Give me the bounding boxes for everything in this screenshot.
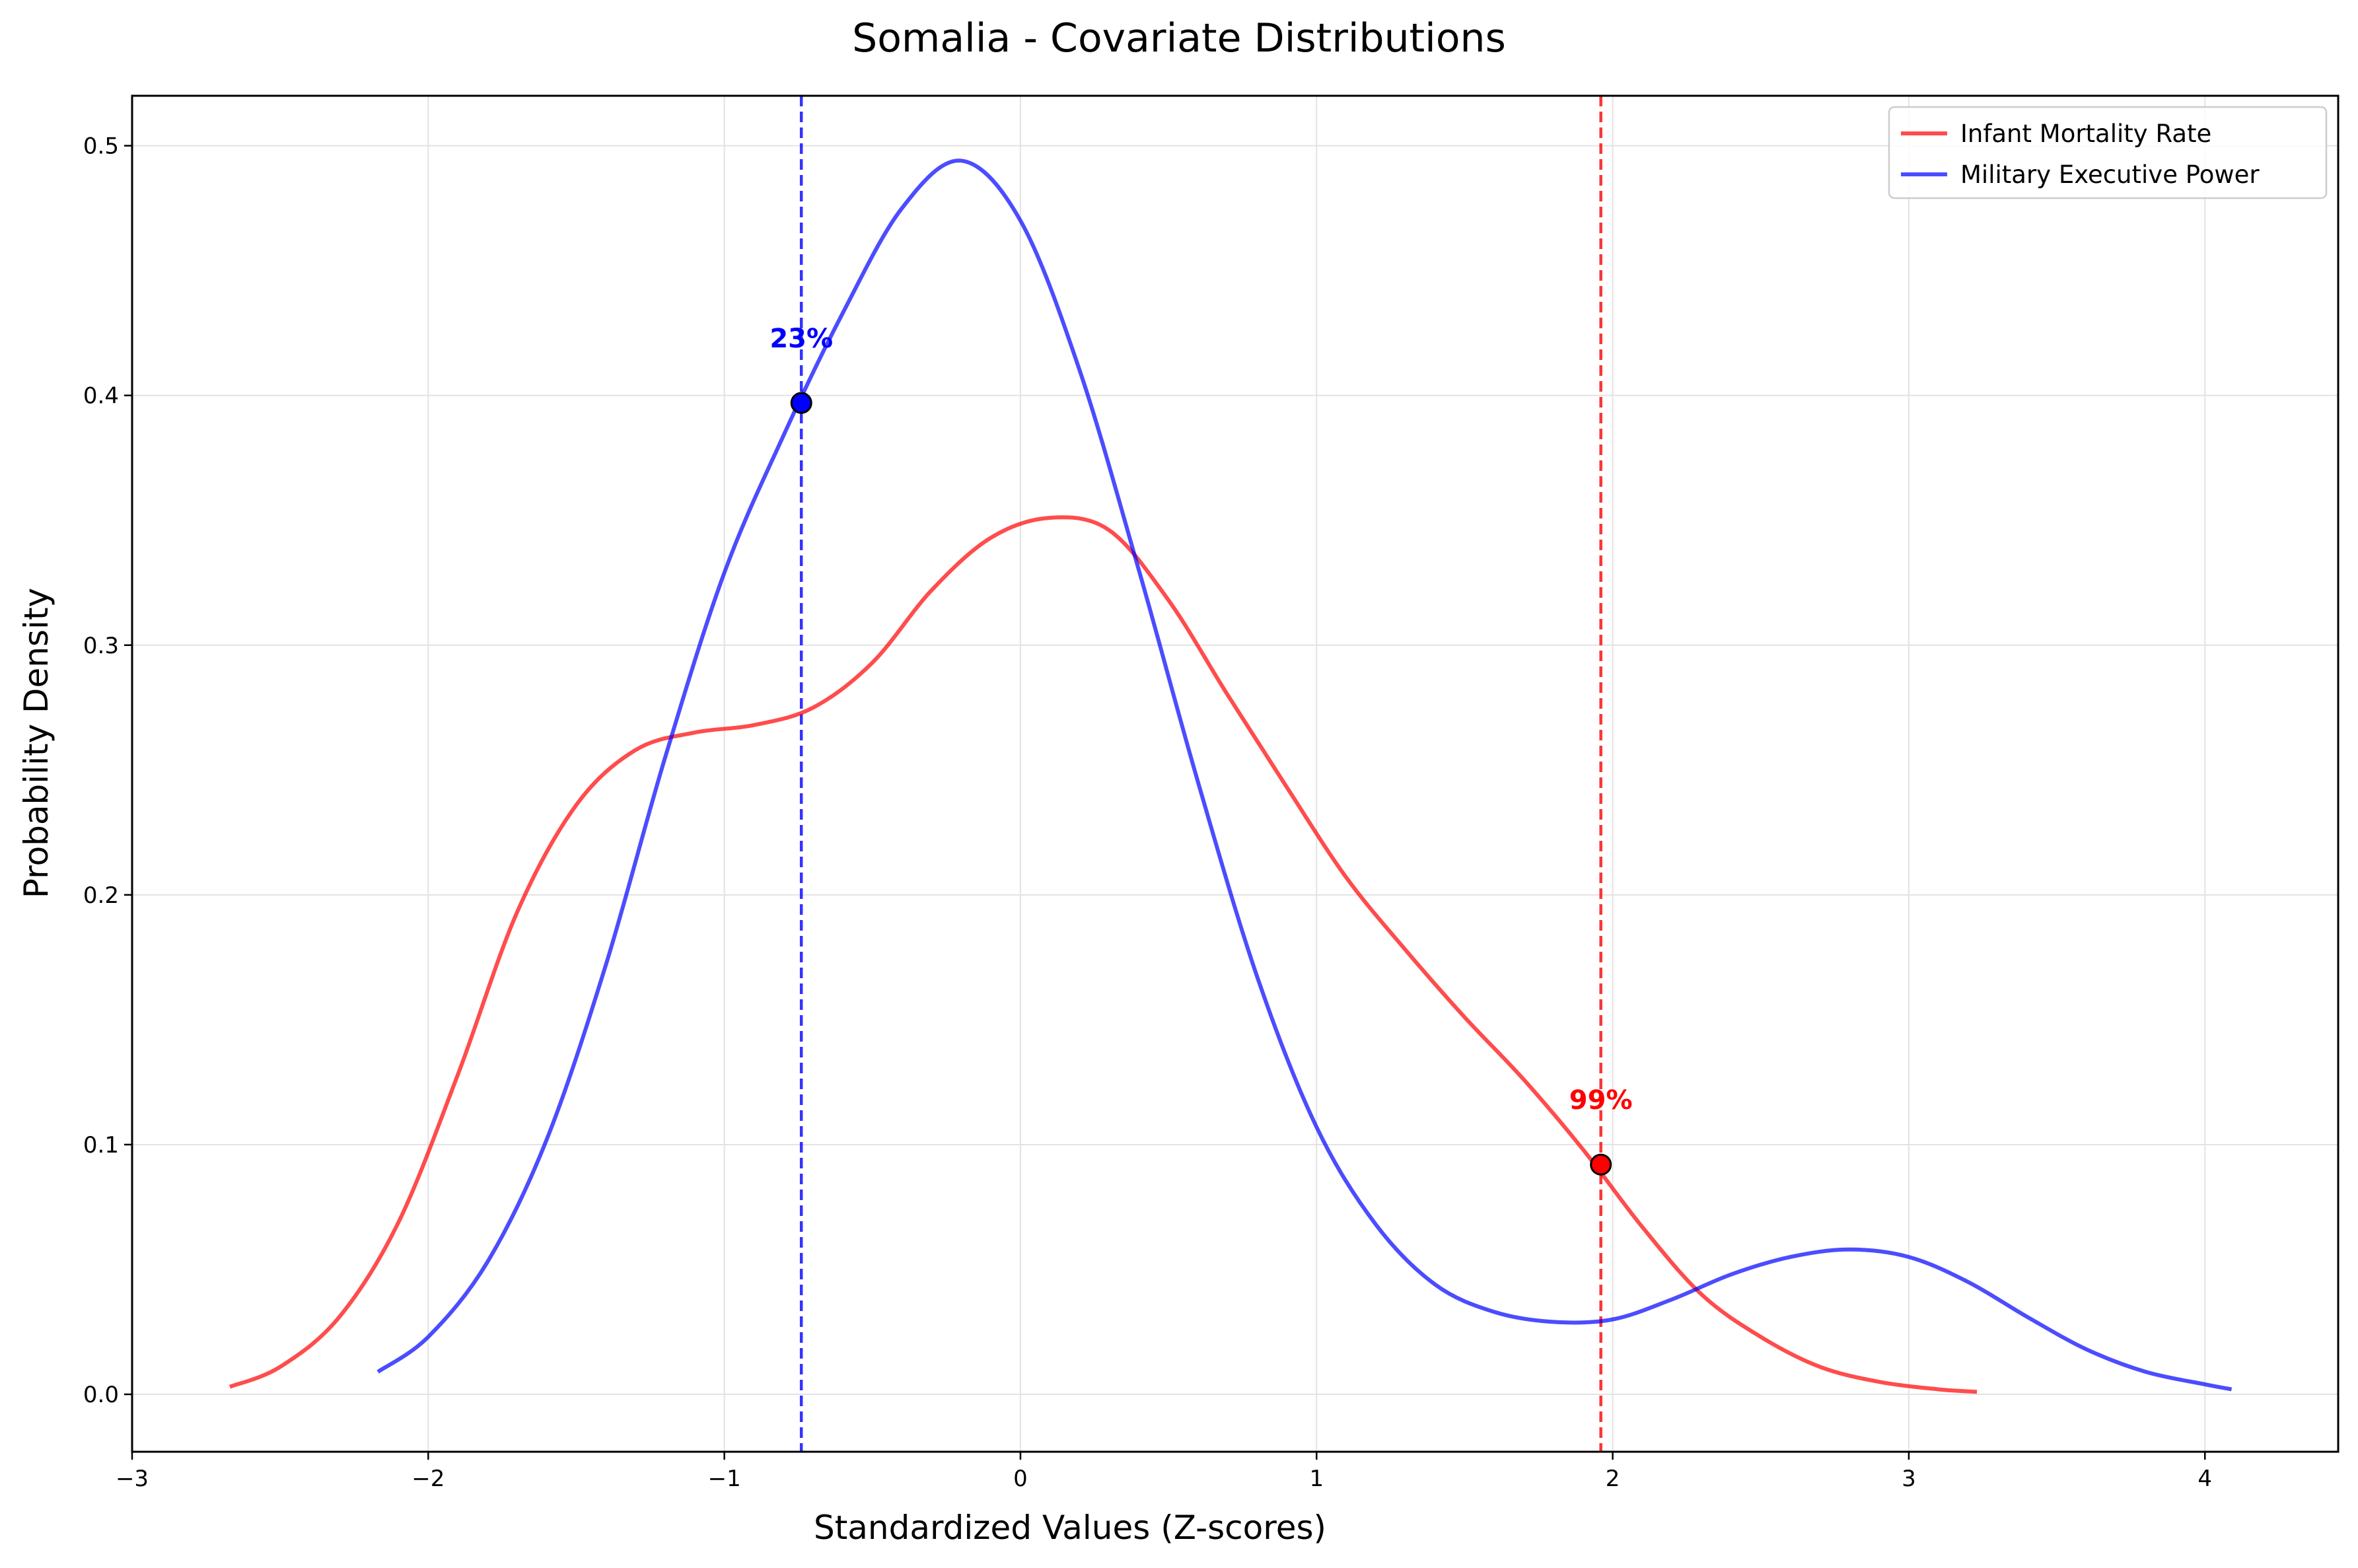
x-tick-label: 2 <box>1606 1466 1620 1492</box>
x-tick-label: −1 <box>708 1466 741 1492</box>
x-axis-label: Standardized Values (Z-scores) <box>814 1509 1326 1547</box>
y-tick-label: 0.0 <box>83 1382 119 1408</box>
marker-point-1 <box>790 392 812 414</box>
plot-area <box>131 94 2340 1453</box>
markers: 99% 23% <box>769 324 1633 1176</box>
threshold-lines <box>799 96 1602 1452</box>
x-tick-label: −2 <box>411 1466 445 1492</box>
x-tick-label: 4 <box>2197 1466 2212 1492</box>
legend-label-1: Military Executive Power <box>1960 160 2260 189</box>
series-lines <box>229 159 2233 1394</box>
x-tick-label: 1 <box>1309 1466 1324 1492</box>
x-tick-label: 0 <box>1013 1466 1028 1492</box>
y-axis-label: Probability Density <box>17 588 55 898</box>
series-line-0 <box>229 515 1978 1394</box>
series-line-1 <box>376 159 2233 1392</box>
axis-ticks: −3 −2 −1 0 1 2 3 4 0.0 0.1 0.2 0.3 0.4 0.5 <box>83 133 2212 1492</box>
grid <box>131 96 2338 1452</box>
marker-label-0: 99% <box>1569 1085 1633 1116</box>
marker-label-1: 23% <box>769 324 833 354</box>
x-tick-label: 3 <box>1902 1466 1916 1492</box>
y-tick-label: 0.4 <box>83 383 119 410</box>
y-tick-label: 0.1 <box>83 1132 119 1158</box>
y-tick-label: 0.3 <box>83 633 119 659</box>
legend: Infant Mortality Rate Military Executive … <box>1888 106 2328 199</box>
legend-box <box>1888 106 2328 199</box>
marker-point-0 <box>1590 1153 1612 1176</box>
y-tick-label: 0.2 <box>83 882 119 909</box>
y-tick-label: 0.5 <box>83 133 119 160</box>
chart-title: Somalia - Covariate Distributions <box>852 15 1506 61</box>
x-tick-label: −3 <box>116 1466 149 1492</box>
legend-label-0: Infant Mortality Rate <box>1960 120 2211 148</box>
